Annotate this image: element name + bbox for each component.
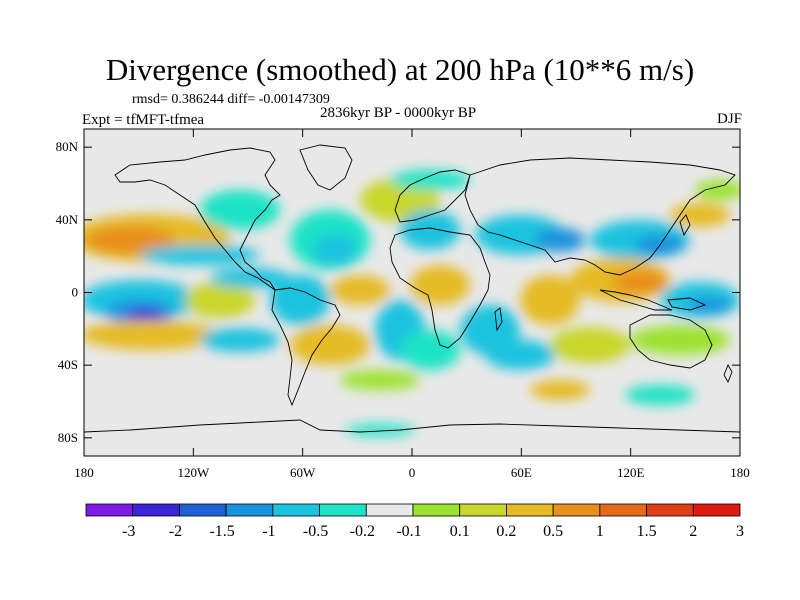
colorbar-swatch (179, 503, 227, 517)
colorbar-swatch (365, 503, 414, 517)
field-blob (550, 327, 630, 363)
season-label: DJF (716, 111, 742, 127)
colorbar-swatch (646, 503, 694, 517)
coastline-new-zealand (723, 363, 733, 384)
lat-label: 80S (58, 430, 78, 445)
colorbar-swatch (272, 503, 320, 517)
lon-label: 180 (74, 465, 94, 480)
field-blob (185, 282, 255, 318)
coastline-north-america (114, 147, 281, 291)
field-blob (612, 270, 668, 294)
colorbar-swatch (459, 503, 507, 517)
field-blob (140, 245, 260, 265)
field-blob (670, 203, 730, 227)
map-title: Divergence (smoothed) at 200 hPa (10**6 … (105, 52, 695, 87)
field-blob (210, 268, 290, 288)
coastline-japan (679, 214, 691, 237)
coastline-africa (389, 227, 491, 349)
field-blob (345, 424, 415, 436)
lon-label: 60E (511, 465, 532, 480)
lat-label: 40S (58, 357, 78, 372)
colorbar-label: 2 (689, 523, 697, 540)
field-blob (85, 226, 175, 254)
period-label: 2836kyr BP - 0000kyr BP (320, 105, 477, 121)
field-blob (695, 180, 740, 200)
field-blob (630, 325, 730, 355)
colorbar-label: 1 (596, 523, 604, 540)
field-blob (688, 297, 732, 313)
lat-label: 80N (56, 139, 79, 154)
coastline-australia (629, 314, 713, 369)
colorbar-swatch (692, 503, 741, 517)
field-blob (330, 275, 390, 305)
lon-label: 120E (617, 465, 645, 480)
lat-label: 40N (56, 212, 79, 227)
field-blob (535, 228, 585, 252)
field-blob (400, 330, 460, 370)
colorbar: -3 -2 -1.5 -1 -0.5 -0.2 -0.1 0.1 0.2 0.5 1 1.5 2 3 (85, 503, 744, 540)
field-blob (200, 190, 280, 230)
colorbar-label: 1.5 (637, 523, 657, 540)
field-blob (530, 380, 590, 400)
colorbar-label: -1 (262, 523, 275, 540)
colorbar-swatch (319, 503, 367, 517)
colorbar-swatch (412, 503, 461, 517)
field-blob (485, 340, 555, 370)
coastline-madagascar (494, 307, 503, 332)
field-blob (290, 325, 370, 365)
colorbar-label: -1.5 (209, 523, 234, 540)
field-blob (127, 308, 163, 322)
coastlines (84, 144, 740, 433)
colorbar-swatch (85, 503, 134, 517)
field-blob (200, 328, 280, 352)
field-blob (625, 385, 695, 405)
colorbar-label: 0.2 (496, 523, 516, 540)
colorbar-label: 0.5 (543, 523, 563, 540)
axis-ticks: 80N 40N 0 40S 80S 180 120W 60W 0 60E 120E 180 (56, 129, 750, 480)
stats-text: rmsd= 0.386244 diff= -0.00147309 (132, 92, 330, 107)
colorbar-label: -0.2 (350, 523, 375, 540)
experiment-label: Expt = tfMFT-tfmea (82, 112, 205, 128)
coastline-indonesia (599, 289, 673, 311)
colorbar-swatch (132, 503, 180, 517)
field-blob (270, 275, 330, 325)
colorbar-swatch (506, 503, 554, 517)
coastline-south-america (271, 287, 341, 407)
colorbar-swatch (599, 503, 647, 517)
lon-label: 0 (409, 465, 416, 480)
field-blob (340, 370, 420, 390)
lon-label: 180 (730, 465, 750, 480)
coastline-antarctica (84, 419, 740, 433)
colorbar-label: -0.5 (303, 523, 328, 540)
coastline-new-guinea (667, 297, 707, 311)
field-blob (313, 234, 357, 266)
colorbar-swatch (225, 503, 274, 517)
coastline-asia (464, 157, 736, 276)
colorbar-label: -2 (169, 523, 182, 540)
divergence-field (84, 170, 740, 436)
field-blob (84, 320, 220, 350)
field-blob (520, 275, 580, 325)
lon-label: 60W (290, 465, 316, 480)
colorbar-label: 3 (736, 523, 744, 540)
coastline-europe (394, 169, 471, 223)
colorbar-label: 0.1 (450, 523, 470, 540)
field-blob (410, 265, 470, 305)
lat-label: 0 (72, 285, 79, 300)
lon-label: 120W (177, 465, 210, 480)
colorbar-label: -3 (122, 523, 135, 540)
field-blob (390, 170, 470, 190)
coastline-greenland (299, 144, 353, 191)
colorbar-label: -0.1 (396, 523, 421, 540)
colorbar-swatch (552, 503, 601, 517)
